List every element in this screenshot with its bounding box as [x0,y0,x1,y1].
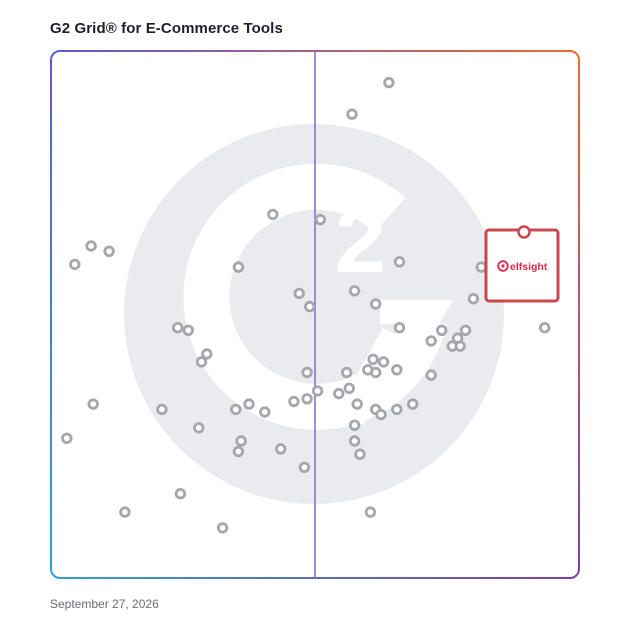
scatter-point[interactable] [459,324,472,337]
scatter-point[interactable] [348,285,361,297]
scatter-point[interactable] [301,393,313,405]
grid-border [50,50,580,579]
scatter-point[interactable] [475,261,488,273]
scatter-point[interactable] [182,324,195,337]
scatter-point[interactable] [259,406,271,418]
scatter-point[interactable] [364,506,377,518]
g2-watermark-text: 2 [335,190,386,292]
scatter-point[interactable] [174,488,187,500]
scatter-point[interactable] [370,298,382,310]
elfsight-label: elfsight [510,261,548,273]
scatter-point[interactable] [311,385,324,397]
scatter-point[interactable] [391,403,403,416]
scatter-point[interactable] [171,322,184,334]
scatter-point[interactable] [407,398,419,410]
scatter-point[interactable] [232,445,245,458]
scatter-point[interactable] [304,300,316,313]
scatter-point[interactable] [354,448,366,460]
scatter-point[interactable] [425,335,437,347]
scatter-point[interactable] [201,348,213,360]
scatter-point[interactable] [288,395,300,408]
scatter-point[interactable] [393,256,406,268]
scatter-point[interactable] [391,364,403,376]
scatter-point[interactable] [377,356,390,368]
g2-watermark-logo: 2 [124,124,504,504]
scatter-point[interactable] [119,506,131,518]
scatter-point[interactable] [69,258,81,271]
scatter-point[interactable] [298,461,311,474]
scatter-point[interactable] [539,322,551,334]
scatter-point[interactable] [367,353,379,366]
scatter-point[interactable] [232,261,245,273]
scatter-point[interactable] [267,208,279,221]
scatter-point[interactable] [333,387,345,400]
scatter-point[interactable] [454,340,466,352]
scatter-point[interactable] [243,398,255,410]
scatter-point[interactable] [375,408,387,421]
scatter-point[interactable] [156,403,168,416]
elfsight-logo: elfsight [497,260,548,273]
data-points [61,76,551,534]
scatter-point[interactable] [351,398,363,410]
chart-title: G2 Grid® for E-Commerce Tools [50,20,283,37]
elfsight-point[interactable] [517,225,531,239]
scatter-point[interactable] [393,322,406,334]
scatter-point[interactable] [383,76,395,89]
scatter-point[interactable] [348,419,361,431]
scatter-point[interactable] [216,522,229,534]
scatter-point[interactable] [301,366,313,379]
elfsight-highlight-card[interactable]: elfsight [484,225,560,303]
scatter-point[interactable] [343,382,356,395]
report-date: September 27, 2026 [50,597,159,611]
scatter-point[interactable] [314,213,327,226]
scatter-point[interactable] [341,366,353,379]
scatter-point[interactable] [348,435,361,447]
scatter-point[interactable] [85,240,97,252]
scatter-point[interactable] [87,398,99,410]
scatter-point[interactable] [103,245,115,258]
scatter-point[interactable] [61,432,73,445]
scatter-point[interactable] [293,287,305,300]
scatter-point[interactable] [346,108,358,120]
scatter-point[interactable] [425,369,437,381]
scatter-point[interactable] [467,293,480,305]
scatter-point[interactable] [275,443,287,455]
scatter-point[interactable] [230,403,242,416]
scatter-point[interactable] [193,422,205,434]
scatter-point[interactable] [370,366,382,379]
scatter-point[interactable] [195,356,208,368]
scatter-point[interactable] [235,435,247,447]
scatter-point[interactable] [436,324,448,337]
